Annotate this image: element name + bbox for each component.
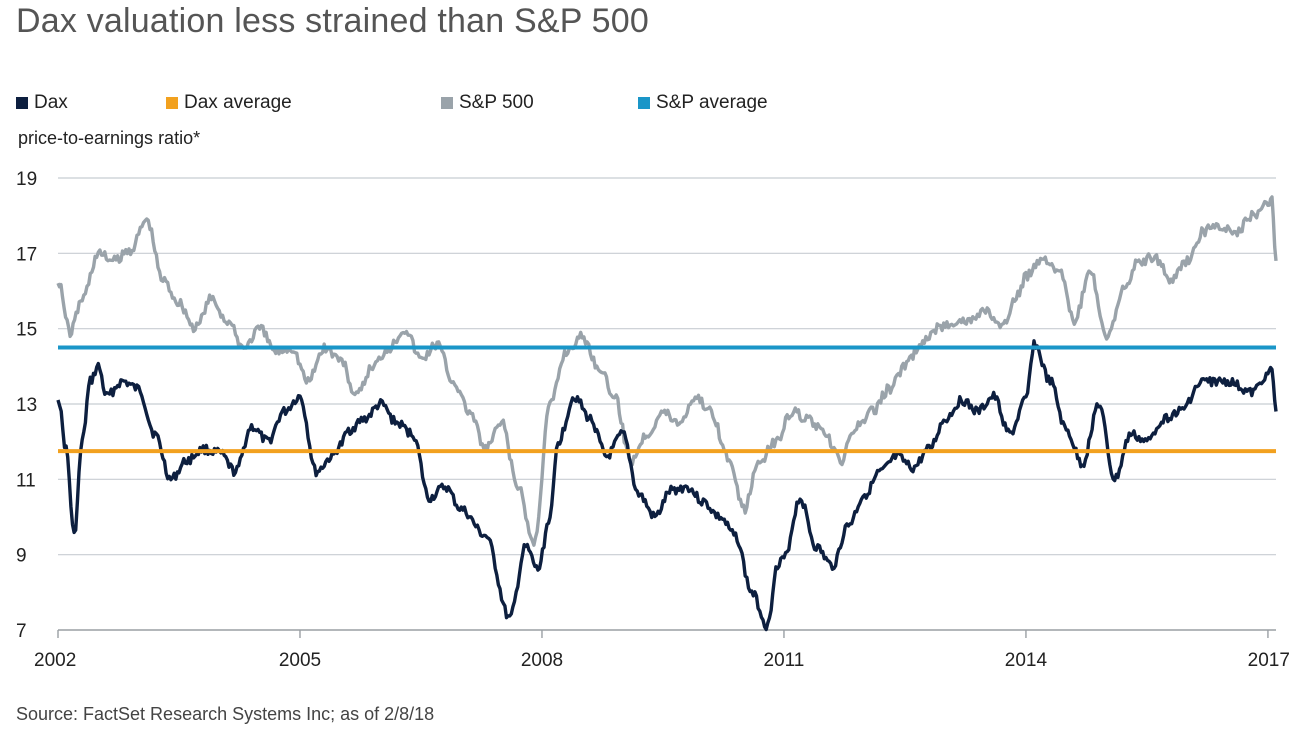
- source-note: Source: FactSet Research Systems Inc; as…: [16, 704, 435, 724]
- y-axis-label: price-to-earnings ratio*: [18, 128, 201, 148]
- grid-layer: [57, 177, 1276, 638]
- legend-label-dax: Dax: [34, 92, 68, 113]
- legend-label-sp500: S&P 500: [459, 92, 534, 113]
- y-tick-label-7: 7: [16, 621, 27, 642]
- y-tick-label-9: 9: [16, 546, 27, 567]
- x-tick-label-2011: 2011: [764, 650, 805, 671]
- chart-legend: Dax Dax average S&P 500 S&P average: [0, 92, 1312, 116]
- legend-item-dax-average: Dax average: [166, 92, 292, 114]
- x-tick-label-2017: 2017: [1248, 650, 1290, 671]
- x-tick-label-2005: 2005: [279, 650, 321, 671]
- series-layer: [56, 195, 1278, 632]
- legend-item-dax: Dax: [16, 92, 68, 114]
- legend-label-sp-average: S&P average: [656, 92, 768, 113]
- x-tick-label-2014: 2014: [1005, 650, 1048, 671]
- legend-swatch-dax: [16, 97, 28, 109]
- series-sp500-line: [56, 195, 1278, 547]
- y-tick-label-19: 19: [16, 169, 37, 190]
- x-tick-labels: 2002 2005 2008 2011 2014 2017: [34, 650, 1290, 671]
- x-tick-label-2002: 2002: [34, 650, 76, 671]
- x-tick-label-2008: 2008: [521, 650, 563, 671]
- series-dax-line: [56, 339, 1278, 632]
- y-tick-label-11: 11: [16, 470, 36, 491]
- y-tick-label-17: 17: [16, 244, 37, 265]
- chart-title: Dax valuation less strained than S&P 500: [16, 2, 649, 40]
- legend-swatch-sp-average: [638, 97, 650, 109]
- legend-swatch-sp500: [441, 97, 453, 109]
- legend-swatch-dax-average: [166, 97, 178, 109]
- y-tick-label-15: 15: [16, 320, 37, 341]
- legend-item-sp500: S&P 500: [441, 92, 534, 114]
- y-tick-labels: 7 9 11 13 15 17 19: [16, 169, 37, 642]
- y-tick-label-13: 13: [16, 395, 37, 416]
- legend-item-sp-average: S&P average: [638, 92, 768, 114]
- legend-label-dax-average: Dax average: [184, 92, 292, 113]
